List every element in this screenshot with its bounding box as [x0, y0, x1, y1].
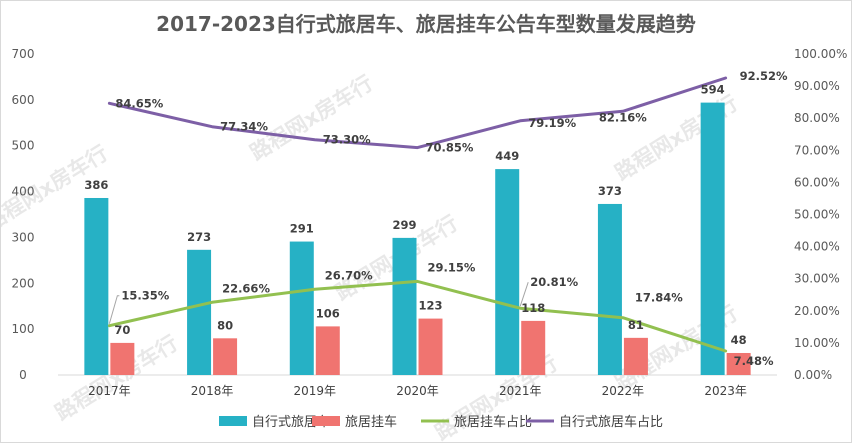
x-tick-label: 2017年: [88, 384, 131, 398]
bar-rv: [700, 102, 725, 375]
bar-rv: [187, 249, 212, 375]
bar-trailer: [213, 338, 238, 375]
y2-tick-label: 70.00%: [794, 143, 840, 157]
data-label-rv-share: 70.85%: [426, 141, 474, 155]
bar-trailer: [110, 342, 135, 375]
data-label-rv: 273: [187, 230, 211, 244]
legend-label: 自行式旅居车占比: [559, 414, 663, 430]
bar-rv: [289, 241, 314, 375]
data-label-rv: 449: [495, 149, 519, 163]
y2-tick-label: 30.00%: [794, 272, 840, 286]
data-label-rv: 299: [392, 218, 416, 232]
bar-rv: [392, 237, 417, 375]
x-tick-label: 2020年: [396, 384, 439, 398]
data-label-trailer: 123: [418, 299, 442, 313]
legend-swatch: [312, 416, 340, 426]
y2-tick-label: 50.00%: [794, 208, 840, 222]
y2-tick-label: 40.00%: [794, 240, 840, 254]
data-label-trailer: 106: [316, 306, 340, 320]
x-tick-label: 2021年: [499, 384, 542, 398]
line-rv-share: [107, 76, 728, 150]
x-tick-label: 2022年: [602, 384, 645, 398]
data-labels-layer: 386 70 273 80 291 106 299 123 449 118 373 81 594 48 15…: [84, 69, 788, 368]
y-tick-label: 0: [19, 368, 27, 382]
data-label-trailer-share: 15.35%: [121, 289, 169, 303]
data-label-trailer: 70: [114, 323, 130, 337]
legend-label: 旅居挂车占比: [454, 414, 532, 430]
y2-tick-label: 100.00%: [794, 47, 847, 61]
data-label-rv: 386: [84, 178, 108, 192]
data-label-rv: 291: [290, 222, 314, 236]
bar-trailer: [623, 337, 648, 375]
bar-trailer: [418, 318, 443, 375]
lines-layer: [107, 76, 728, 353]
left-axis: 0 100 200 300 400 500 600 700: [12, 47, 35, 382]
data-label-trailer: 48: [731, 333, 747, 347]
data-label-trailer: 80: [217, 318, 233, 332]
y-tick-label: 100: [12, 322, 35, 336]
data-label-rv: 373: [598, 184, 622, 198]
y2-tick-label: 10.00%: [794, 336, 840, 350]
data-label-rv-share: 73.30%: [323, 133, 371, 147]
data-label-trailer-share: 22.66%: [222, 281, 270, 295]
data-label-trailer-share: 20.81%: [530, 275, 578, 289]
data-label-trailer-share: 29.15%: [428, 260, 476, 274]
data-label-rv: 594: [701, 83, 725, 97]
bar-rv: [495, 169, 520, 375]
right-axis: 0.00% 10.00% 20.00% 30.00% 40.00% 50.00% 60.00…: [794, 47, 847, 382]
bar-rv: [597, 203, 622, 375]
data-label-trailer: 81: [628, 318, 644, 332]
bars-layer: [84, 102, 751, 375]
watermark-text: 路程网x房车行: [246, 71, 377, 165]
bar-trailer: [726, 352, 751, 375]
y-tick-label: 300: [12, 230, 35, 244]
x-tick-label: 2023年: [704, 384, 747, 398]
legend-swatch: [219, 416, 247, 426]
data-label-rv-share: 84.65%: [115, 96, 163, 110]
y-tick-label: 500: [12, 139, 35, 153]
data-label-trailer: 118: [521, 301, 545, 315]
x-tick-label: 2019年: [294, 384, 337, 398]
data-label-rv-share: 79.19%: [528, 116, 576, 130]
y-tick-label: 700: [12, 47, 35, 61]
data-label-rv-share: 82.16%: [599, 110, 647, 124]
data-label-trailer-share: 26.70%: [325, 268, 373, 282]
y2-tick-label: 20.00%: [794, 304, 840, 318]
legend: 自行式旅居车 旅居挂车 旅居挂车占比 自行式旅居车占比: [219, 414, 663, 430]
y2-tick-label: 0.00%: [794, 368, 832, 382]
bar-trailer: [521, 320, 546, 375]
label-leader-line: [519, 282, 529, 307]
y2-tick-label: 80.00%: [794, 111, 840, 125]
y2-tick-label: 90.00%: [794, 79, 840, 93]
x-tick-label: 2018年: [191, 384, 234, 398]
legend-label: 自行式旅居车: [252, 414, 330, 430]
y-tick-label: 600: [12, 93, 35, 107]
y-tick-label: 400: [12, 185, 35, 199]
data-label-rv-share: 92.52%: [740, 69, 788, 83]
data-label-trailer-share: 17.84%: [635, 291, 683, 305]
bar-rv: [84, 197, 109, 375]
label-leader-line: [108, 295, 120, 324]
x-axis: 2017年 2018年 2019年 2020年 2021年 2022年 2023年: [88, 384, 747, 398]
line-trailer-share: [107, 279, 728, 353]
legend-label: 旅居挂车: [345, 414, 397, 430]
chart-title: 2017-2023自行式旅居车、旅居挂车公告车型数量发展趋势: [156, 12, 696, 36]
y2-tick-label: 60.00%: [794, 175, 840, 189]
data-label-trailer-share: 7.48%: [734, 354, 774, 368]
data-label-rv-share: 77.34%: [220, 120, 268, 134]
bar-trailer: [315, 326, 340, 375]
y-tick-label: 200: [12, 276, 35, 290]
